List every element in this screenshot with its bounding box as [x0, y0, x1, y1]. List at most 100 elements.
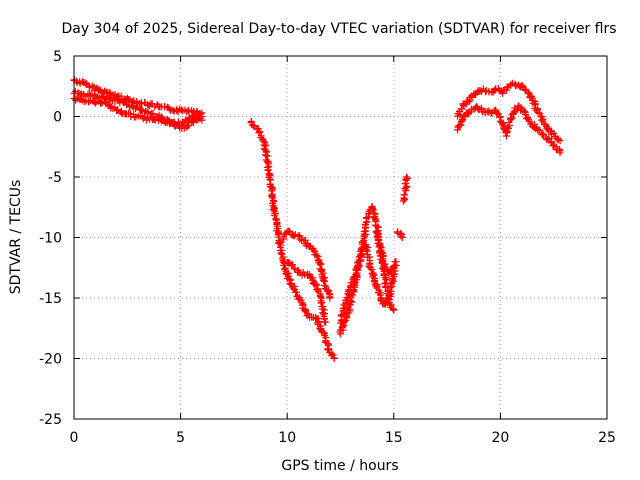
data-point — [397, 232, 405, 240]
data-point — [524, 88, 532, 96]
data-point — [361, 227, 369, 235]
series-arc-8 — [337, 240, 400, 327]
data-point — [556, 149, 564, 157]
data-point — [465, 98, 473, 106]
data-point — [137, 106, 145, 114]
data-point — [380, 262, 388, 270]
series-arc-3 — [70, 94, 206, 129]
series-arc-4 — [247, 118, 338, 362]
data-point — [284, 258, 292, 266]
data-point — [287, 279, 295, 287]
data-point — [286, 227, 294, 235]
data-point — [377, 246, 385, 254]
data-point — [365, 262, 373, 270]
data-point — [400, 191, 408, 199]
data-point — [372, 228, 380, 236]
data-point — [356, 251, 364, 259]
data-point — [398, 234, 406, 241]
data-point — [320, 276, 328, 284]
data-point — [460, 113, 468, 121]
data-point — [554, 135, 562, 143]
data-point — [358, 238, 366, 246]
data-point — [198, 116, 206, 124]
data-point — [326, 294, 334, 302]
data-point — [487, 88, 495, 96]
data-point — [403, 183, 411, 191]
data-point — [289, 284, 297, 292]
data-point — [269, 206, 277, 214]
x-tick-label: 25 — [598, 430, 616, 446]
data-point — [193, 114, 201, 122]
data-point — [390, 264, 398, 272]
data-point — [389, 305, 397, 313]
series-arc-13 — [454, 102, 564, 157]
data-point — [314, 286, 322, 294]
data-layer — [70, 76, 564, 362]
y-tick-label: -10 — [39, 231, 62, 247]
x-tick-label: 10 — [278, 430, 296, 446]
data-point — [288, 261, 296, 269]
y-tick-label: 0 — [53, 110, 62, 126]
series-arc-9 — [372, 227, 398, 278]
data-point — [348, 298, 356, 306]
tick-layer: 0 5 10 15 20 25 5 0 -5 -10 -15 -20 -25 — [39, 49, 616, 446]
data-point — [382, 276, 390, 284]
x-tick-label: 0 — [70, 430, 79, 446]
data-point — [524, 114, 532, 122]
data-point — [325, 345, 333, 353]
data-point — [398, 231, 406, 239]
data-point — [387, 283, 395, 291]
data-point — [403, 173, 411, 181]
y-tick-label: -15 — [39, 291, 62, 307]
series-arc-10 — [393, 228, 406, 241]
x-tick-label: 15 — [385, 430, 403, 446]
series-arc-12 — [454, 79, 564, 145]
chart-title: Day 304 of 2025, Sidereal Day-to-day VTE… — [61, 21, 616, 37]
series-arc-5 — [279, 227, 334, 302]
data-point — [278, 250, 286, 258]
data-point — [196, 114, 204, 122]
y-tick-label: -25 — [39, 412, 62, 428]
data-point — [74, 94, 82, 102]
x-tick-label: 20 — [491, 430, 509, 446]
y-axis-label: SDTVAR / TECUs — [8, 180, 24, 295]
data-point — [322, 318, 330, 326]
data-point — [498, 120, 506, 128]
data-point — [262, 141, 270, 149]
data-point — [119, 97, 127, 105]
data-point — [493, 109, 501, 117]
data-point — [538, 116, 546, 124]
data-point — [184, 116, 192, 124]
data-point — [458, 105, 466, 113]
data-point — [81, 79, 89, 87]
data-point — [296, 235, 304, 243]
data-point — [320, 328, 328, 336]
x-tick-label: 5 — [176, 430, 185, 446]
y-tick-label: -5 — [48, 170, 62, 186]
data-point — [288, 281, 296, 289]
y-tick-label: -20 — [39, 352, 62, 368]
data-point — [368, 204, 376, 212]
data-point — [185, 114, 193, 122]
data-point — [341, 304, 349, 312]
data-point — [550, 129, 558, 137]
data-point — [556, 137, 564, 145]
data-point — [392, 258, 400, 266]
data-point — [374, 236, 382, 244]
data-point — [195, 115, 203, 123]
data-point — [265, 162, 273, 170]
data-point — [373, 232, 381, 240]
data-point — [456, 122, 464, 130]
y-tick-label: 5 — [53, 49, 62, 65]
data-point — [313, 252, 321, 260]
series-arc-11 — [399, 173, 411, 205]
data-point — [330, 355, 338, 362]
data-point — [264, 166, 272, 174]
data-point — [390, 306, 398, 314]
x-axis-label: GPS time / hours — [281, 458, 398, 474]
data-point — [403, 174, 411, 182]
data-point — [277, 249, 285, 257]
series-arc-6 — [284, 258, 330, 326]
